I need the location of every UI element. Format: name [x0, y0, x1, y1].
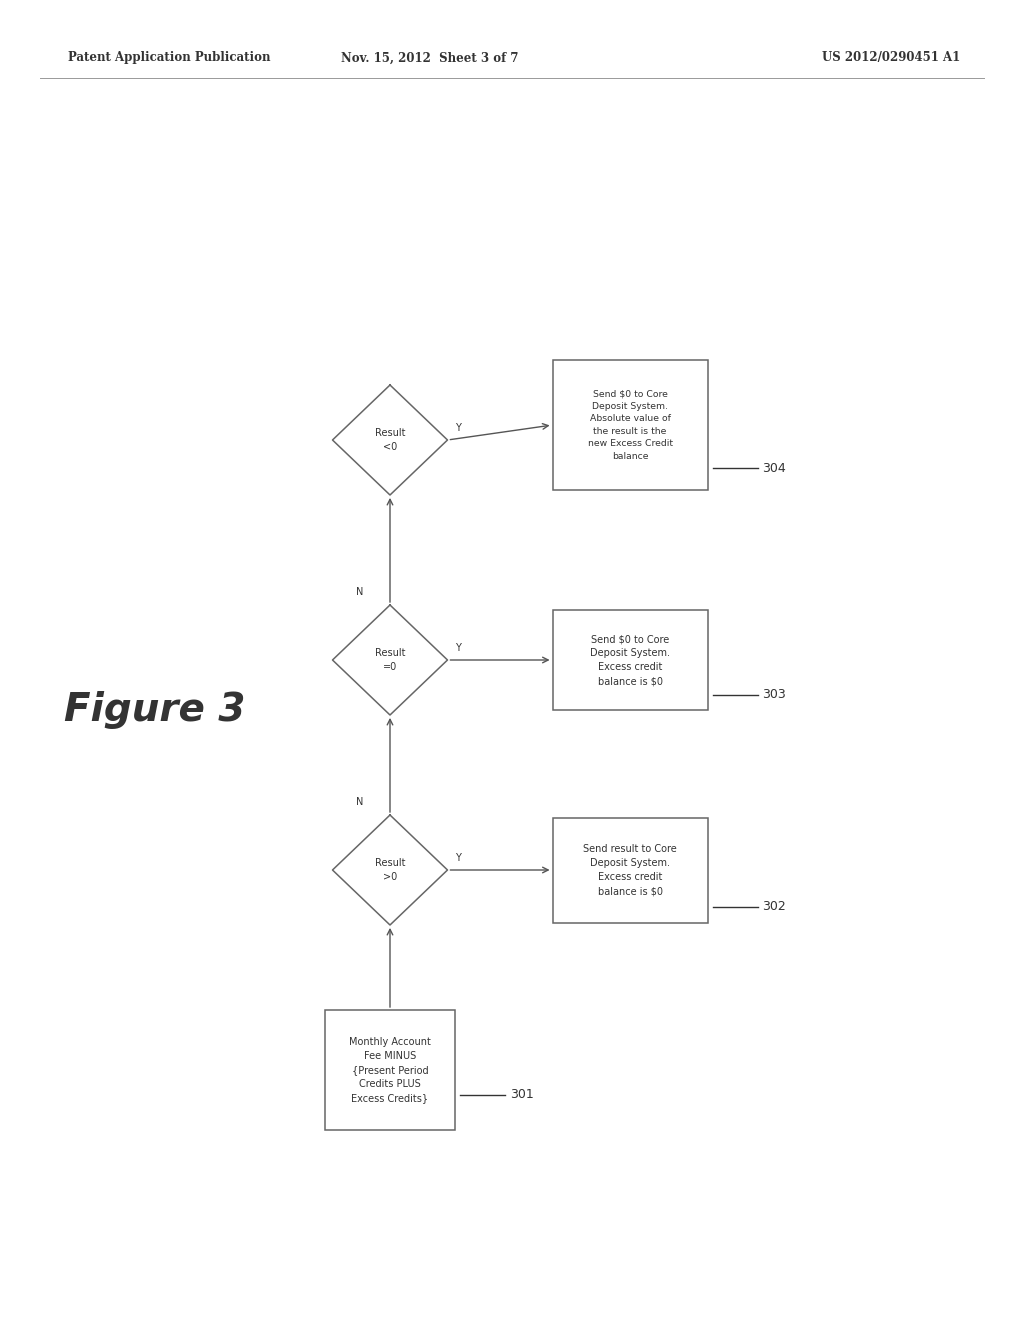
Polygon shape — [333, 605, 447, 715]
FancyBboxPatch shape — [325, 1010, 455, 1130]
Text: Result
>0: Result >0 — [375, 858, 406, 882]
Text: Send $0 to Core
Deposit System.
Absolute value of
the result is the
new Excess C: Send $0 to Core Deposit System. Absolute… — [588, 389, 673, 461]
Polygon shape — [333, 814, 447, 925]
Polygon shape — [333, 385, 447, 495]
Text: Y: Y — [456, 853, 462, 863]
Text: 301: 301 — [510, 1089, 534, 1101]
Text: Monthly Account
Fee MINUS
{Present Period
Credits PLUS
Excess Credits}: Monthly Account Fee MINUS {Present Perio… — [349, 1038, 431, 1104]
Text: Send $0 to Core
Deposit System.
Excess credit
balance is $0: Send $0 to Core Deposit System. Excess c… — [590, 634, 670, 686]
Text: 303: 303 — [763, 689, 786, 701]
Text: Nov. 15, 2012  Sheet 3 of 7: Nov. 15, 2012 Sheet 3 of 7 — [341, 51, 519, 65]
Text: Send result to Core
Deposit System.
Excess credit
balance is $0: Send result to Core Deposit System. Exce… — [583, 843, 677, 896]
Text: Figure 3: Figure 3 — [65, 690, 246, 729]
Text: Y: Y — [456, 422, 462, 433]
FancyBboxPatch shape — [553, 610, 708, 710]
Text: 302: 302 — [763, 900, 786, 913]
FancyBboxPatch shape — [553, 817, 708, 923]
Text: Patent Application Publication: Patent Application Publication — [68, 51, 270, 65]
Text: N: N — [356, 587, 364, 597]
Text: 304: 304 — [763, 462, 786, 474]
Text: Result
<0: Result <0 — [375, 428, 406, 451]
Text: Result
=0: Result =0 — [375, 648, 406, 672]
Text: N: N — [356, 797, 364, 807]
Text: Y: Y — [456, 643, 462, 653]
FancyBboxPatch shape — [553, 360, 708, 490]
Text: US 2012/0290451 A1: US 2012/0290451 A1 — [821, 51, 961, 65]
